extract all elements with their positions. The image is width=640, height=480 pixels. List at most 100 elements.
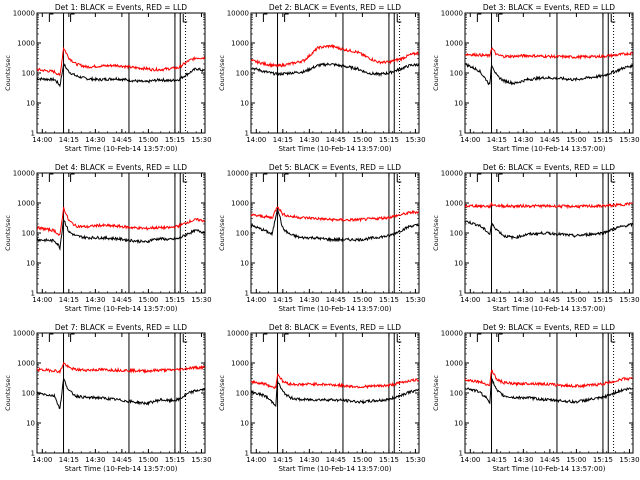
series-line-lld — [464, 201, 634, 210]
panel-det-9: Det 9: BLACK = Events, RED = LLD Counts/s… — [432, 323, 640, 473]
marker-r — [182, 14, 188, 23]
marker-e — [498, 333, 503, 342]
x-tick-label: 14:30 — [513, 456, 533, 464]
y-tick-label: 1000 — [445, 40, 463, 48]
series-line-events — [36, 217, 206, 251]
marker-e — [70, 13, 75, 22]
panel-title: Det 2: BLACK = Events, RED = LLD — [269, 3, 401, 12]
marker-f — [476, 13, 482, 22]
x-axis-label: Start Time (10-Feb-14 13:57:00) — [492, 145, 605, 153]
panel-title: Det 7: BLACK = Events, RED = LLD — [55, 323, 187, 332]
x-tick-label: 14:30 — [85, 296, 105, 304]
x-tick-label: 15:15 — [593, 136, 613, 144]
y-tick-label: 1000 — [231, 360, 249, 368]
y-tick-label: 10000 — [441, 170, 463, 178]
y-tick-label: 10 — [26, 260, 35, 268]
y-tick-label: 100 — [450, 70, 463, 78]
y-tick-label: 1 — [31, 450, 35, 458]
panel-det-2: Det 2: BLACK = Events, RED = LLD Counts/s… — [218, 3, 426, 153]
marker-r — [182, 334, 188, 343]
series-line-events — [464, 378, 633, 405]
x-axis-label: Start Time (10-Feb-14 13:57:00) — [64, 145, 177, 153]
y-tick-label: 1 — [459, 450, 463, 458]
x-tick-label: 15:30 — [405, 456, 425, 464]
panel-det-1: Det 1: BLACK = Events, RED = LLD Counts/s… — [4, 3, 212, 153]
x-tick-label: 14:30 — [299, 296, 319, 304]
series-line-lld — [36, 46, 206, 78]
x-tick-label: 15:30 — [619, 456, 639, 464]
y-tick-label: 10000 — [227, 170, 249, 178]
y-tick-label: 1000 — [231, 200, 249, 208]
x-tick-label: 14:45 — [326, 296, 346, 304]
y-tick-label: 100 — [22, 390, 35, 398]
y-tick-label: 10000 — [13, 170, 35, 178]
x-axis-label: Start Time (10-Feb-14 13:57:00) — [64, 465, 177, 473]
x-axis-label: Start Time (10-Feb-14 13:57:00) — [278, 145, 391, 153]
series-line-events — [250, 62, 420, 77]
y-tick-label: 1 — [459, 130, 463, 138]
y-axis-label: Counts/sec — [218, 55, 226, 91]
x-tick-label: 15:15 — [379, 136, 399, 144]
x-tick-label: 15:15 — [379, 456, 399, 464]
x-tick-label: 15:15 — [593, 296, 613, 304]
x-tick-label: 15:00 — [352, 136, 372, 144]
y-tick-label: 10 — [240, 100, 249, 108]
y-tick-label: 100 — [236, 230, 249, 238]
series-line-lld — [464, 47, 634, 61]
marker-r — [396, 14, 402, 23]
panel-title: Det 3: BLACK = Events, RED = LLD — [483, 3, 615, 12]
marker-f — [48, 173, 54, 182]
y-tick-label: 10 — [26, 100, 35, 108]
x-tick-label: 14:15 — [487, 296, 507, 304]
y-tick-label: 1 — [245, 130, 249, 138]
marker-e — [284, 13, 289, 22]
x-tick-label: 15:00 — [566, 456, 586, 464]
marker-r — [396, 334, 402, 343]
y-axis-label: Counts/sec — [4, 375, 12, 411]
series-line-lld — [36, 361, 206, 375]
x-tick-label: 14:00 — [246, 456, 266, 464]
panel-title: Det 4: BLACK = Events, RED = LLD — [55, 163, 187, 172]
marker-e — [498, 173, 503, 182]
x-tick-label: 14:30 — [85, 136, 105, 144]
marker-f — [48, 333, 54, 342]
x-tick-label: 14:45 — [540, 136, 560, 144]
x-tick-label: 14:45 — [326, 136, 346, 144]
panel-det-7: Det 7: BLACK = Events, RED = LLD Counts/s… — [4, 323, 212, 473]
x-tick-label: 15:00 — [138, 136, 158, 144]
series-line-lld — [464, 369, 633, 389]
y-tick-label: 1000 — [445, 360, 463, 368]
marker-r — [182, 174, 188, 183]
y-axis-label: Counts/sec — [432, 375, 440, 411]
x-tick-label: 14:30 — [299, 456, 319, 464]
series-line-events — [250, 380, 419, 407]
x-tick-label: 15:30 — [191, 296, 211, 304]
x-tick-label: 14:00 — [246, 296, 266, 304]
marker-f — [262, 173, 268, 182]
y-tick-label: 10 — [240, 260, 249, 268]
x-tick-label: 14:30 — [513, 296, 533, 304]
marker-f — [476, 173, 482, 182]
y-tick-label: 1000 — [445, 200, 463, 208]
marker-r — [610, 334, 616, 343]
x-tick-label: 14:00 — [246, 136, 266, 144]
x-tick-label: 15:00 — [138, 296, 158, 304]
marker-f — [262, 333, 268, 342]
y-tick-label: 1000 — [17, 360, 35, 368]
y-axis-label: Counts/sec — [4, 215, 12, 251]
x-tick-label: 14:45 — [112, 296, 132, 304]
y-tick-label: 100 — [236, 390, 249, 398]
y-tick-label: 100 — [450, 230, 463, 238]
x-axis-label: Start Time (10-Feb-14 13:57:00) — [64, 305, 177, 313]
y-tick-label: 1 — [245, 450, 249, 458]
panel-det-4: Det 4: BLACK = Events, RED = LLD Counts/s… — [4, 163, 212, 313]
x-tick-label: 15:30 — [191, 456, 211, 464]
y-tick-label: 1000 — [17, 200, 35, 208]
marker-f — [48, 13, 54, 22]
series-line-events — [464, 62, 634, 86]
x-tick-label: 15:00 — [566, 136, 586, 144]
y-tick-label: 10 — [454, 420, 463, 428]
y-tick-label: 10000 — [227, 10, 249, 18]
x-tick-label: 15:00 — [566, 296, 586, 304]
x-tick-label: 15:15 — [379, 296, 399, 304]
